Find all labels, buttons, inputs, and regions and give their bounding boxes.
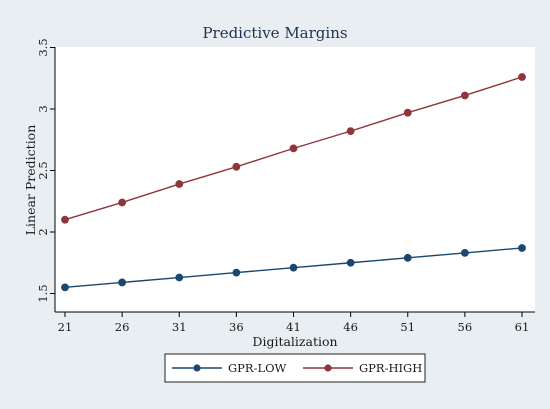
legend-label-gpr-low: GPR-LOW — [228, 361, 287, 375]
data-point-gpr-high — [403, 108, 412, 117]
legend: GPR-LOW GPR-HIGH — [164, 353, 426, 383]
data-point-gpr-low — [61, 283, 69, 292]
x-axis-label: Digitalization — [252, 334, 337, 349]
x-tick-label: 61 — [515, 320, 530, 334]
x-tick-label: 41 — [286, 320, 301, 334]
data-point-gpr-high — [118, 198, 127, 207]
legend-label-gpr-high: GPR-HIGH — [359, 361, 422, 375]
data-point-gpr-low — [175, 273, 184, 282]
x-tick-label: 21 — [58, 320, 73, 334]
x-tick-label: 46 — [343, 320, 358, 334]
plot-area — [55, 47, 535, 312]
x-ticks: 21 26 31 36 41 46 51 56 61 — [58, 312, 530, 334]
data-point-gpr-high — [346, 127, 355, 136]
x-tick-label: 56 — [458, 320, 473, 334]
data-point-gpr-low — [232, 268, 241, 277]
data-point-gpr-high — [289, 144, 298, 153]
y-tick-label: 3.5 — [36, 38, 50, 56]
y-ticks: 1.5 2 2.5 3 3.5 — [36, 38, 55, 303]
data-point-gpr-high — [232, 162, 241, 171]
data-point-gpr-low — [518, 244, 526, 252]
x-tick-label: 31 — [172, 320, 187, 334]
data-point-gpr-low — [346, 258, 355, 267]
y-tick-label: 1.5 — [36, 284, 50, 302]
data-point-gpr-high — [518, 73, 526, 81]
y-tick-label: 2.5 — [36, 161, 50, 179]
y-axis-label: Linear Prediction — [23, 125, 38, 236]
series-layer — [61, 73, 526, 292]
data-point-gpr-low — [403, 253, 412, 262]
legend-marker-gpr-high — [324, 364, 332, 372]
x-tick-label: 51 — [400, 320, 415, 334]
data-point-gpr-high — [61, 215, 69, 224]
x-tick-label: 26 — [115, 320, 130, 334]
data-point-gpr-high — [460, 91, 469, 100]
x-tick-label: 36 — [229, 320, 244, 334]
data-point-gpr-low — [118, 278, 127, 287]
chart-title: Predictive Margins — [202, 24, 347, 42]
data-point-gpr-high — [175, 180, 184, 188]
y-tick-label: 3 — [36, 105, 50, 112]
y-tick-label: 2 — [36, 228, 50, 235]
legend-marker-gpr-low — [193, 364, 201, 372]
data-point-gpr-low — [289, 263, 298, 272]
data-point-gpr-low — [460, 249, 469, 257]
